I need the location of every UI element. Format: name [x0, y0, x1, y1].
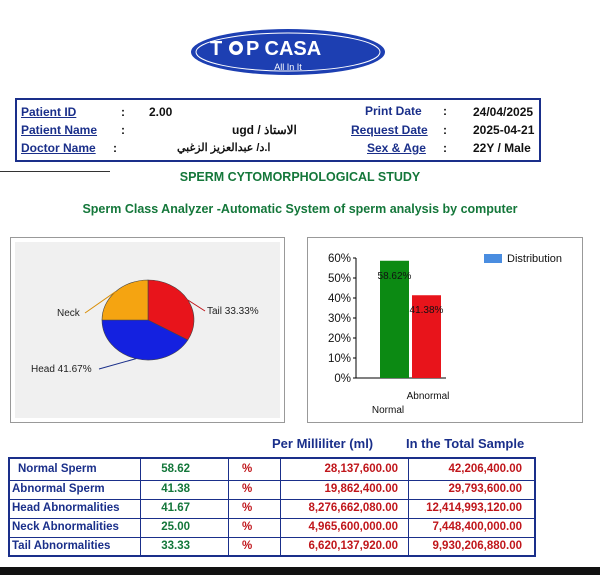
table-row: Head Abnormalities 41.67% 8,276,662,080.00… — [10, 499, 534, 518]
row-total: 7,448,400,000.00 — [432, 521, 522, 533]
pie-label-head: Head 41.67% — [31, 364, 92, 375]
patient-header: Patient ID : 2.00 Patient Name : ugd / ا… — [15, 98, 541, 162]
colon: : — [121, 123, 125, 137]
print-date-value: 24/04/2025 — [473, 105, 534, 119]
print-date-label: Print Date — [365, 104, 422, 118]
request-date-label: Request Date — [351, 123, 428, 137]
row-unit: % — [242, 502, 253, 514]
x-label-normal: Normal — [372, 405, 404, 416]
pie-chart: Tail 33.33% Head 41.67% Neck — [31, 279, 259, 375]
row-percent: 41.38 — [161, 483, 190, 495]
table-row-divider — [10, 480, 534, 481]
pie-chart-panel: Tail 33.33% Head 41.67% Neck — [10, 237, 285, 423]
bar-data-label: 58.62% — [378, 271, 412, 282]
patient-name-label: Patient Name — [21, 123, 98, 137]
row-label: Normal Sperm — [18, 463, 97, 475]
row-percent: 25.00 — [161, 521, 190, 533]
col-header-total: In the Total Sample — [406, 436, 525, 451]
row-per-ml: 6,620,137,920.00 — [308, 540, 398, 552]
row-label: Neck Abnormalities — [12, 521, 119, 533]
table-row: Abnormal Sperm 41.38% 19,862,400.00 29,793,… — [10, 480, 534, 499]
table-row: Neck Abnormalities 25.00% 4,965,600,000.00… — [10, 518, 534, 537]
table-row-divider — [10, 537, 534, 538]
subtitle: Sperm Class Analyzer -Automatic System o… — [82, 202, 518, 216]
row-per-ml: 8,276,662,080.00 — [308, 502, 398, 514]
row-per-ml: 19,862,400.00 — [324, 483, 398, 495]
colon: : — [443, 141, 447, 155]
pie-leader-line — [98, 358, 137, 370]
patient-name-value: ugd / الاستاذ — [232, 123, 297, 137]
legend-swatch — [484, 254, 502, 263]
colon: : — [113, 141, 117, 155]
row-total: 42,206,400.00 — [448, 463, 522, 475]
x-label-abnormal: Abnormal — [407, 391, 450, 402]
sex-age-value: 22Y / Male — [473, 141, 531, 155]
legend-label: Distribution — [507, 253, 562, 265]
table-column-divider — [280, 459, 281, 555]
col-header-per-ml: Per Milliliter (ml) — [272, 436, 374, 451]
doctor-name-value: ا.د/ عبدالعزيز الزغبي — [177, 142, 271, 154]
pie-leader-line — [84, 291, 116, 314]
pie-label-neck: Neck — [57, 308, 81, 319]
y-tick-label: 0% — [334, 373, 351, 385]
row-unit: % — [242, 483, 253, 495]
logo-brand-t: T — [210, 38, 222, 60]
sex-age-label: Sex & Age — [367, 141, 426, 155]
colon: : — [443, 104, 447, 118]
patient-id-value: 2.00 — [149, 105, 173, 119]
y-tick-label: 40% — [328, 293, 351, 305]
patient-id-label: Patient ID — [21, 105, 77, 119]
request-date-value: 2025-04-21 — [473, 123, 535, 137]
pie-leader-line — [187, 299, 206, 312]
table-row-divider — [10, 499, 534, 500]
row-total: 29,793,600.00 — [448, 483, 522, 495]
header-rule — [0, 171, 110, 172]
table-column-divider — [228, 459, 229, 555]
colon: : — [443, 123, 447, 137]
row-per-ml: 4,965,600,000.00 — [308, 521, 398, 533]
study-title: SPERM CYTOMORPHOLOGICAL STUDY — [179, 170, 421, 184]
doctor-name-label: Doctor Name — [21, 141, 96, 155]
pie-label-tail: Tail 33.33% — [207, 306, 259, 317]
bar-normal — [380, 260, 409, 378]
logo-tagline: All In It — [274, 62, 302, 72]
pie-slice-neck — [101, 279, 149, 321]
table-column-divider — [140, 459, 141, 555]
table-row-divider — [10, 518, 534, 519]
row-per-ml: 28,137,600.00 — [324, 463, 398, 475]
bar-abnormal — [412, 295, 441, 378]
row-label: Abnormal Sperm — [12, 483, 105, 495]
row-percent: 33.33 — [161, 540, 190, 552]
row-total: 9,930,206,880.00 — [432, 540, 522, 552]
colon: : — [121, 105, 125, 119]
bar-data-label: 41.38% — [410, 305, 444, 316]
row-total: 12,414,993,120.00 — [426, 502, 522, 514]
row-unit: % — [242, 521, 253, 533]
results-table: Normal Sperm 58.62% 28,137,600.00 42,206,40… — [8, 457, 536, 557]
y-tick-label: 20% — [328, 333, 351, 345]
bar-chart-panel: 60% 50% 40% 30% 20% 10% 0% 58.62% 41.38% Normal Ab… — [307, 237, 583, 423]
row-unit: % — [242, 463, 253, 475]
table-column-divider — [408, 459, 409, 555]
table-row: Tail Abnormalities 33.33% 6,620,137,920.00… — [10, 537, 534, 556]
logo-brand-rest: P CASA — [246, 38, 321, 60]
y-tick-label: 10% — [328, 353, 351, 365]
row-label: Head Abnormalities — [12, 502, 120, 514]
top-casa-logo: T P CASA All In It — [191, 29, 385, 75]
y-tick-label: 30% — [328, 313, 351, 325]
bar-chart: 60% 50% 40% 30% 20% 10% 0% 58.62% 41.38% NormalAb… — [328, 253, 562, 416]
y-tick-label: 50% — [328, 273, 351, 285]
table-row: Normal Sperm 58.62% 28,137,600.00 42,206,40… — [10, 459, 534, 480]
row-percent: 58.62 — [161, 463, 190, 475]
row-unit: % — [242, 540, 253, 552]
row-percent: 41.67 — [161, 502, 190, 514]
y-tick-label: 60% — [328, 253, 351, 265]
bottom-bar — [0, 567, 600, 575]
row-label: Tail Abnormalities — [12, 540, 111, 552]
